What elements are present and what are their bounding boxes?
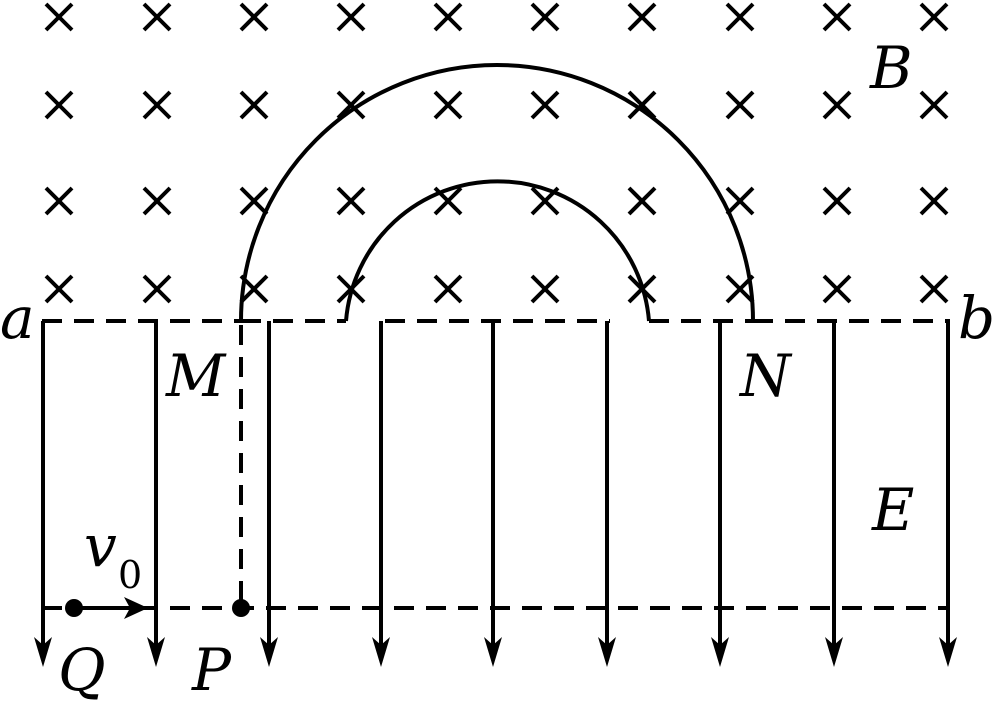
field-line-arrow	[484, 321, 502, 667]
field-cross-icon	[239, 2, 269, 32]
field-cross-icon	[919, 186, 949, 216]
label-m: M	[165, 342, 227, 410]
label-e-field: E	[871, 476, 914, 544]
label-n: N	[738, 342, 793, 410]
field-cross-icon	[142, 274, 172, 304]
field-cross-icon	[919, 90, 949, 120]
field-cross-icon	[239, 90, 269, 120]
label-b: b	[958, 284, 995, 352]
field-cross-icon	[919, 274, 949, 304]
field-cross-icon	[44, 2, 74, 32]
field-cross-icon	[627, 186, 657, 216]
field-cross-icon	[822, 186, 852, 216]
field-cross-icon	[822, 90, 852, 120]
field-line-arrow	[260, 321, 278, 667]
field-line-arrow	[34, 321, 52, 667]
field-cross-icon	[725, 90, 755, 120]
velocity-arrow-head	[124, 597, 148, 619]
magnetic-field-crosses	[44, 2, 949, 304]
field-cross-icon	[433, 2, 463, 32]
field-cross-icon	[822, 274, 852, 304]
field-line-arrow	[825, 321, 843, 667]
label-v-subscript: 0	[118, 553, 142, 597]
electric-field-lines	[34, 321, 957, 667]
field-cross-icon	[725, 186, 755, 216]
field-cross-icon	[142, 186, 172, 216]
field-cross-icon	[336, 186, 366, 216]
inner-arc	[344, 179, 651, 322]
field-cross-icon	[44, 90, 74, 120]
field-line-arrow	[147, 321, 165, 667]
field-cross-icon	[627, 90, 657, 120]
field-line-arrow	[598, 321, 616, 667]
field-cross-icon	[44, 274, 74, 304]
field-cross-icon	[336, 2, 366, 32]
label-b-field: B	[869, 34, 913, 102]
field-line-arrow	[939, 321, 957, 667]
field-cross-icon	[239, 186, 269, 216]
field-cross-icon	[530, 274, 560, 304]
field-cross-icon	[44, 186, 74, 216]
label-v: v	[84, 512, 117, 580]
label-q: Q	[58, 636, 106, 704]
point-p-dot	[232, 599, 250, 617]
field-line-arrow	[711, 321, 729, 667]
label-p: P	[191, 636, 232, 704]
field-cross-icon	[433, 274, 463, 304]
semicircle-tube	[239, 63, 755, 322]
outer-arc	[239, 63, 755, 322]
field-cross-icon	[433, 90, 463, 120]
field-cross-icon	[530, 90, 560, 120]
field-cross-icon	[627, 2, 657, 32]
field-cross-icon	[919, 2, 949, 32]
label-a: a	[0, 284, 35, 352]
field-cross-icon	[142, 90, 172, 120]
field-cross-icon	[530, 2, 560, 32]
field-cross-icon	[336, 90, 366, 120]
field-cross-icon	[822, 2, 852, 32]
field-cross-icon	[725, 2, 755, 32]
field-line-arrow	[372, 321, 390, 667]
field-cross-icon	[142, 2, 172, 32]
